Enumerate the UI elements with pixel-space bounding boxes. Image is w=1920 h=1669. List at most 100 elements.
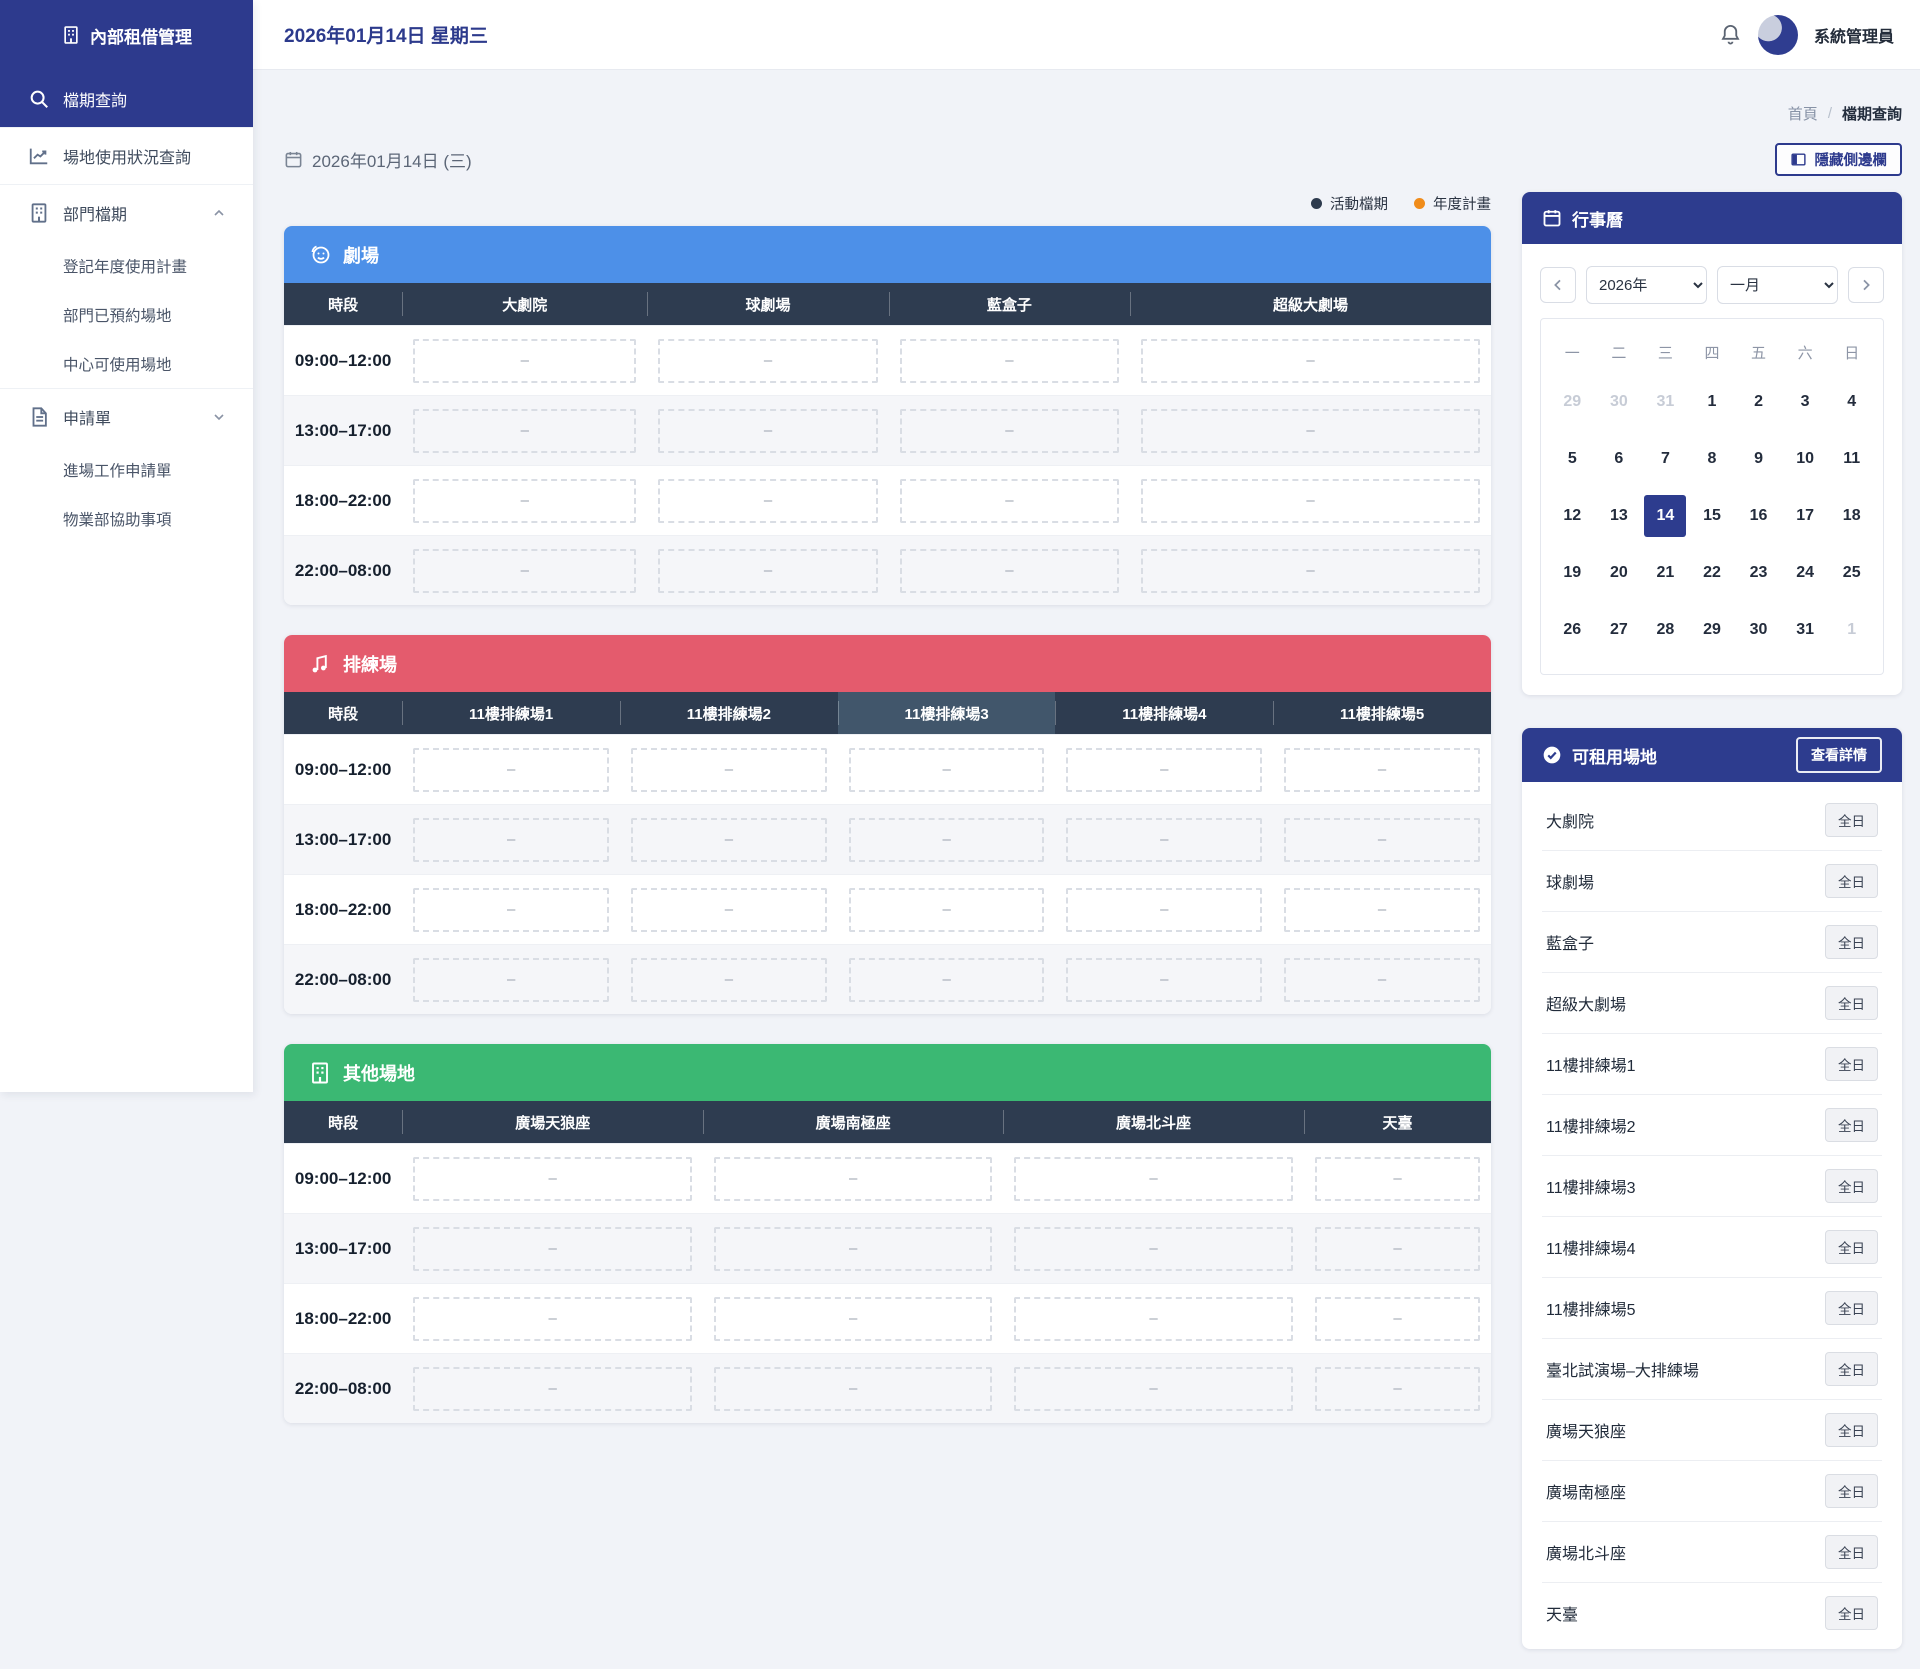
calendar-day[interactable]: 31 [1782, 601, 1829, 658]
bell-icon[interactable] [1719, 23, 1742, 46]
venue-column-header[interactable]: 球劇場 [647, 283, 888, 325]
empty-slot[interactable]: – [1014, 1296, 1294, 1341]
empty-slot[interactable]: – [848, 957, 1045, 1002]
empty-slot[interactable]: – [658, 408, 878, 453]
sidebar-item-venue-usage[interactable]: 場地使用狀況查詢 [0, 127, 253, 184]
empty-slot[interactable]: – [1284, 957, 1480, 1002]
venue-column-header[interactable]: 藍盒子 [888, 283, 1130, 325]
venue-column-header[interactable]: 11樓排練場2 [620, 692, 838, 734]
calendar-day[interactable]: 18 [1828, 487, 1875, 544]
calendar-day[interactable]: 15 [1689, 487, 1736, 544]
sidebar-item-dept-reserved-venues[interactable]: 部門已預約場地 [63, 307, 172, 325]
empty-slot[interactable]: – [1066, 747, 1263, 792]
sidebar-item-schedule-search[interactable]: 檔期查詢 [0, 70, 253, 127]
calendar-next-month-button[interactable] [1848, 267, 1884, 303]
empty-slot[interactable]: – [658, 548, 878, 593]
empty-slot[interactable]: – [899, 548, 1120, 593]
empty-slot[interactable]: – [413, 1156, 693, 1201]
sidebar-group-application-forms[interactable]: 申請單 [0, 388, 253, 445]
venue-column-header[interactable]: 大劇院 [402, 283, 647, 325]
calendar-day[interactable]: 20 [1596, 544, 1643, 601]
empty-slot[interactable]: – [413, 817, 610, 862]
empty-slot[interactable]: – [413, 1226, 693, 1271]
calendar-prev-month-button[interactable] [1540, 267, 1576, 303]
avatar[interactable] [1757, 14, 1798, 55]
empty-slot[interactable]: – [1066, 887, 1263, 932]
venue-column-header[interactable]: 廣場北斗座 [1003, 1101, 1304, 1143]
view-details-button[interactable]: 查看詳情 [1796, 737, 1882, 773]
empty-slot[interactable]: – [1284, 817, 1480, 862]
venue-column-header[interactable]: 超級大劇場 [1130, 283, 1491, 325]
empty-slot[interactable]: – [848, 817, 1045, 862]
hide-sidebar-button[interactable]: 隱藏側邊欄 [1774, 142, 1902, 176]
venue-column-header[interactable]: 天臺 [1304, 1101, 1491, 1143]
empty-slot[interactable]: – [714, 1226, 993, 1271]
calendar-day[interactable]: 21 [1642, 544, 1689, 601]
venue-column-header[interactable]: 11樓排練場3 [837, 692, 1056, 734]
empty-slot[interactable]: – [413, 1366, 693, 1411]
venue-column-header[interactable]: 11樓排練場1 [402, 692, 620, 734]
empty-slot[interactable]: – [631, 957, 827, 1002]
calendar-day[interactable]: 2 [1735, 373, 1782, 430]
empty-slot[interactable]: – [714, 1296, 993, 1341]
calendar-day[interactable]: 7 [1642, 430, 1689, 487]
calendar-day[interactable]: 10 [1782, 430, 1829, 487]
empty-slot[interactable]: – [848, 747, 1045, 792]
empty-slot[interactable]: – [1315, 1156, 1481, 1201]
empty-slot[interactable]: – [899, 408, 1120, 453]
empty-slot[interactable]: – [1066, 957, 1263, 1002]
empty-slot[interactable]: – [1141, 478, 1480, 523]
calendar-day[interactable]: 30 [1735, 601, 1782, 658]
venue-column-header[interactable]: 廣場天狼座 [402, 1101, 703, 1143]
empty-slot[interactable]: – [1014, 1366, 1294, 1411]
empty-slot[interactable]: – [413, 887, 610, 932]
sidebar-group-department-schedule[interactable]: 部門檔期 [0, 184, 253, 241]
calendar-day[interactable]: 12 [1549, 487, 1596, 544]
calendar-day[interactable]: 9 [1735, 430, 1782, 487]
empty-slot[interactable]: – [1315, 1366, 1481, 1411]
venue-column-header[interactable]: 11樓排練場4 [1055, 692, 1273, 734]
calendar-day[interactable]: 16 [1735, 487, 1782, 544]
empty-slot[interactable]: – [1141, 408, 1480, 453]
empty-slot[interactable]: – [899, 338, 1120, 383]
venue-column-header[interactable]: 11樓排練場5 [1273, 692, 1491, 734]
empty-slot[interactable]: – [413, 957, 610, 1002]
venue-column-header[interactable]: 廣場南極座 [703, 1101, 1003, 1143]
empty-slot[interactable]: – [631, 747, 827, 792]
calendar-day[interactable]: 8 [1689, 430, 1736, 487]
empty-slot[interactable]: – [848, 887, 1045, 932]
empty-slot[interactable]: – [413, 747, 610, 792]
empty-slot[interactable]: – [899, 478, 1120, 523]
month-select[interactable]: 一月 [1717, 266, 1838, 304]
calendar-day[interactable]: 13 [1596, 487, 1643, 544]
calendar-day[interactable]: 19 [1549, 544, 1596, 601]
calendar-day[interactable]: 6 [1596, 430, 1643, 487]
sidebar-item-property-assistance[interactable]: 物業部協助事項 [63, 511, 172, 529]
empty-slot[interactable]: – [413, 408, 637, 453]
calendar-day[interactable]: 3 [1782, 373, 1829, 430]
empty-slot[interactable]: – [631, 817, 827, 862]
empty-slot[interactable]: – [1284, 747, 1480, 792]
empty-slot[interactable]: – [1315, 1226, 1481, 1271]
empty-slot[interactable]: – [658, 478, 878, 523]
empty-slot[interactable]: – [1066, 817, 1263, 862]
empty-slot[interactable]: – [714, 1366, 993, 1411]
empty-slot[interactable]: – [714, 1156, 993, 1201]
empty-slot[interactable]: – [658, 338, 878, 383]
empty-slot[interactable]: – [1014, 1156, 1294, 1201]
sidebar-item-entry-work-application[interactable]: 進場工作申請單 [63, 462, 172, 480]
calendar-day[interactable]: 28 [1642, 601, 1689, 658]
calendar-day[interactable]: 24 [1782, 544, 1829, 601]
calendar-day[interactable]: 29 [1689, 601, 1736, 658]
empty-slot[interactable]: – [413, 338, 637, 383]
calendar-day[interactable]: 26 [1549, 601, 1596, 658]
empty-slot[interactable]: – [1315, 1296, 1481, 1341]
calendar-day[interactable]: 14 [1642, 487, 1689, 544]
empty-slot[interactable]: – [631, 887, 827, 932]
calendar-day[interactable]: 25 [1828, 544, 1875, 601]
empty-slot[interactable]: – [1014, 1226, 1294, 1271]
empty-slot[interactable]: – [413, 1296, 693, 1341]
calendar-day[interactable]: 27 [1596, 601, 1643, 658]
calendar-day[interactable]: 1 [1689, 373, 1736, 430]
sidebar-item-center-available-venues[interactable]: 中心可使用場地 [63, 356, 172, 374]
